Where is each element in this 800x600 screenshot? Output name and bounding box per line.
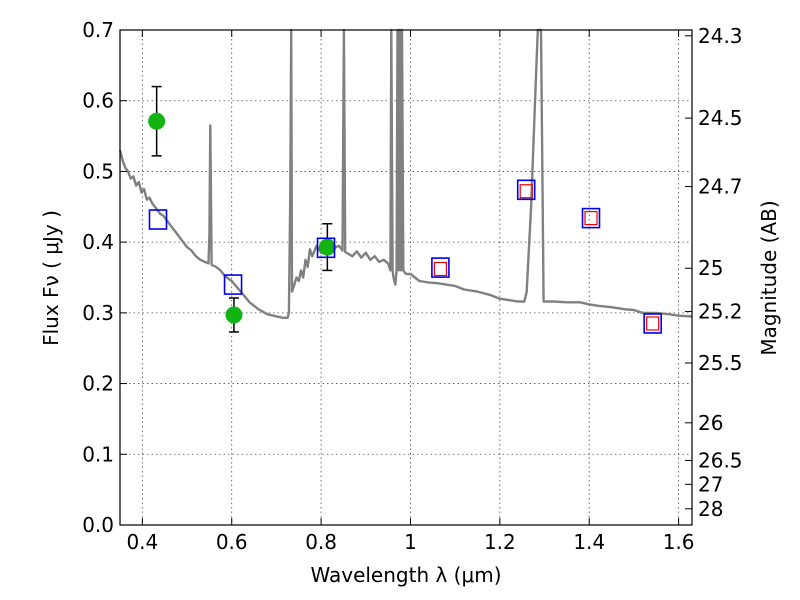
y2-tick-label: 24.3	[698, 24, 743, 48]
y2-tick-label: 28	[698, 497, 723, 521]
y2-tick-label: 27	[698, 472, 723, 496]
y2-tick-label: 24.5	[698, 106, 743, 130]
x-tick-label: 0.8	[305, 530, 337, 554]
photometry-markers	[148, 85, 662, 334]
y2-tick-label: 26	[698, 411, 723, 435]
y-tick-label: 0.5	[82, 159, 114, 183]
y-tick-label: 0.2	[82, 372, 114, 396]
x-axis-label: Wavelength λ (μm)	[310, 563, 501, 587]
model-spectrum-line	[118, 28, 693, 319]
model-flux-square	[223, 274, 243, 295]
y-tick-label: 0.6	[82, 89, 114, 113]
x-tick-label: 0.4	[126, 530, 158, 554]
model-flux-square	[148, 209, 168, 230]
x-tick-label: 1.4	[573, 530, 605, 554]
model-flux-square-red	[519, 184, 533, 199]
observed-flux-point	[148, 112, 166, 130]
model-flux-square-red	[433, 261, 448, 277]
y2-tick-label: 24.7	[698, 175, 743, 199]
x-tick-label: 1.6	[663, 530, 695, 554]
model-spectrum	[118, 28, 693, 319]
observed-flux-point	[225, 306, 243, 324]
y-tick-label: 0.0	[82, 513, 114, 537]
y2-tick-label: 25.2	[698, 299, 743, 323]
y-tick-label: 0.4	[82, 230, 114, 254]
observed-flux-point	[318, 238, 336, 256]
y2-axis-label: Magnitude (AB)	[757, 200, 781, 355]
x-tick-label: 0.6	[216, 530, 248, 554]
y2-tick-label: 26.5	[698, 449, 743, 473]
y-axis: 0.0 0.1 0.2 0.3 0.4 0.5 0.6 0.7	[82, 18, 127, 537]
x-tick-label: 1.2	[484, 530, 516, 554]
y2-tick-label: 25	[698, 256, 723, 280]
y-tick-label: 0.7	[82, 18, 114, 42]
y-axis-label: Flux Fν ( μJy )	[39, 210, 63, 346]
model-flux-square	[516, 179, 536, 201]
x-axis: 0.4 0.6 0.8 1 1.2 1.4 1.6	[126, 30, 695, 554]
grid-lines	[120, 29, 692, 526]
y-tick-label: 0.3	[82, 301, 114, 325]
model-flux-square	[581, 207, 601, 229]
model-flux-square	[316, 237, 336, 259]
y-tick-label: 0.1	[82, 442, 114, 466]
y2-tick-label: 25.5	[698, 351, 743, 375]
model-flux-square-red	[646, 316, 660, 331]
x-tick-label: 1	[404, 530, 417, 554]
model-flux-square	[643, 313, 662, 334]
plot-frame	[119, 29, 693, 526]
model-flux-square-red	[584, 211, 598, 226]
model-flux-square	[431, 257, 450, 278]
